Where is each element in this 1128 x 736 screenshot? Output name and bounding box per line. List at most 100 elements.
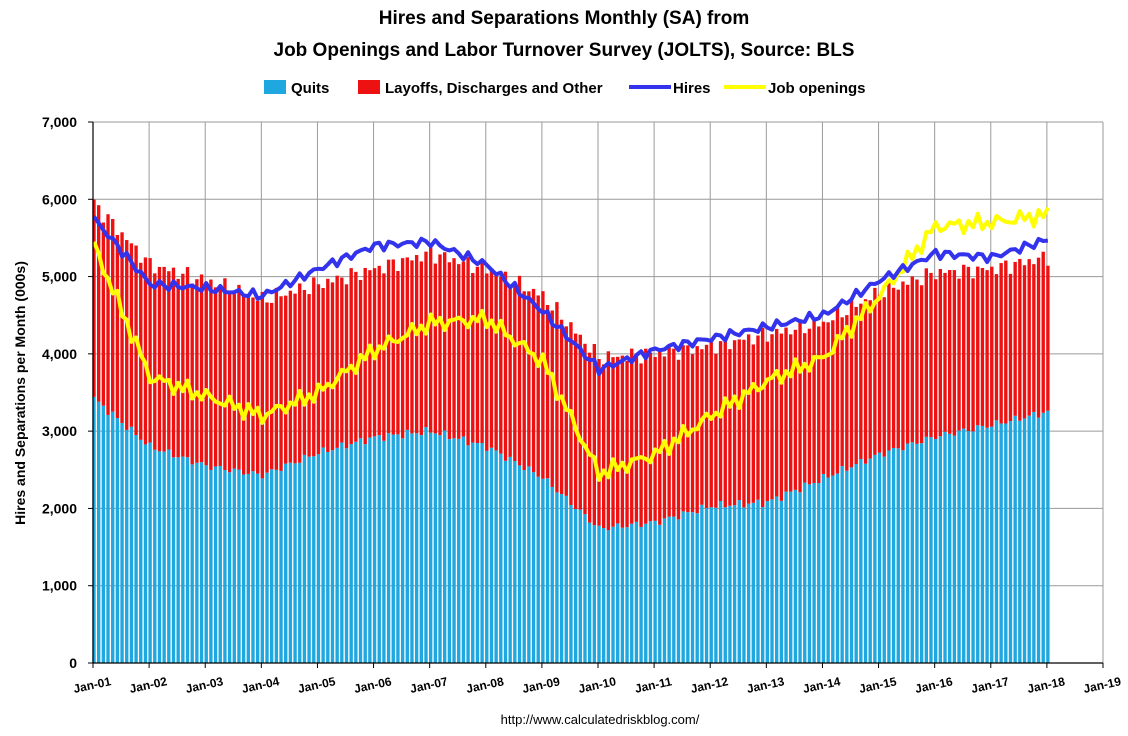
quits-bar <box>994 420 999 663</box>
layoffs-bar <box>410 260 414 434</box>
layoffs-bar <box>541 291 545 479</box>
legend-label-job-openings: Job openings <box>768 80 866 97</box>
quits-bar <box>990 426 994 663</box>
quits-bar <box>433 433 438 663</box>
layoffs-bar <box>770 334 774 500</box>
layoffs-bar <box>919 285 924 444</box>
layoffs-bar <box>424 251 428 428</box>
quits-bar <box>143 444 148 663</box>
layoffs-bar <box>246 294 250 474</box>
quits-bar <box>405 429 409 663</box>
quits-bar <box>157 451 162 663</box>
layoffs-bar <box>405 257 409 430</box>
layoffs-bar <box>803 333 807 483</box>
quits-bar <box>863 463 868 663</box>
layoffs-bar <box>1022 265 1027 419</box>
layoffs-bar <box>237 284 241 470</box>
layoffs-bar <box>227 294 232 473</box>
layoffs-bar <box>976 266 980 426</box>
quits-bar <box>410 433 414 663</box>
layoffs-bar <box>807 328 812 485</box>
layoffs-bar <box>106 214 110 415</box>
quits-bar <box>873 454 877 663</box>
quits-bar <box>255 473 260 663</box>
layoffs-bar <box>966 266 971 432</box>
quits-bar <box>821 473 826 663</box>
quits-bar <box>1013 415 1017 663</box>
quits-bar <box>204 465 208 663</box>
source-url: http://www.calculatedriskblog.com/ <box>501 712 700 727</box>
quits-bar <box>312 456 316 663</box>
layoffs-bar <box>312 277 316 457</box>
layoffs-bar <box>821 321 826 474</box>
quits-bar <box>443 430 447 663</box>
layoffs-bar <box>157 266 162 452</box>
quits-bar <box>326 452 330 663</box>
layoffs-bar <box>396 271 400 435</box>
layoffs-bar <box>639 363 643 527</box>
layoffs-bar <box>845 315 849 471</box>
layoffs-bar <box>419 261 423 436</box>
layoffs-bar <box>840 317 844 467</box>
layoffs-bar <box>620 355 625 528</box>
quits-bar <box>779 500 784 663</box>
layoffs-bar <box>480 260 484 444</box>
quits-bar <box>162 451 166 663</box>
quits-bar <box>218 465 222 663</box>
layoffs-bar <box>181 273 185 457</box>
quits-bar <box>120 422 124 663</box>
quits-bar <box>789 491 793 663</box>
quits-bar <box>807 484 812 663</box>
layoffs-bar <box>115 234 120 419</box>
quits-bar <box>517 465 522 663</box>
quits-bar <box>681 511 685 663</box>
layoffs-bar <box>550 310 554 487</box>
quits-bar <box>728 505 732 663</box>
quits-bar <box>723 507 727 663</box>
quits-bar <box>760 507 765 663</box>
layoffs-bar <box>910 276 914 443</box>
layoffs-bar <box>938 269 943 437</box>
y-tick-label: 4,000 <box>42 346 77 362</box>
quits-bar <box>845 470 849 663</box>
quits-bar <box>503 460 508 663</box>
quits-bar <box>746 503 751 663</box>
layoffs-bar <box>527 291 531 467</box>
quits-bar <box>335 447 339 663</box>
layoffs-bar <box>1041 251 1045 413</box>
quits-bar <box>414 433 419 663</box>
layoffs-bar <box>718 341 723 502</box>
layoffs-bar <box>662 356 667 519</box>
quits-bar <box>134 434 138 663</box>
quits-bar <box>382 440 386 663</box>
layoffs-bar <box>190 283 194 465</box>
layoffs-bar <box>499 276 503 454</box>
quits-bar <box>714 507 718 663</box>
quits-bar <box>391 434 395 663</box>
layoffs-bar <box>241 295 246 475</box>
legend-label-layoffs: Layoffs, Discharges and Other <box>385 80 603 97</box>
legend: Quits Layoffs, Discharges and Other Hire… <box>264 80 866 97</box>
quits-bar <box>527 466 531 663</box>
quits-bar <box>896 448 900 663</box>
layoffs-bar <box>513 284 517 462</box>
layoffs-bar <box>251 297 255 472</box>
layoffs-bar <box>686 345 690 513</box>
quits-bar <box>891 447 896 663</box>
layoffs-bar <box>218 286 222 466</box>
quits-bar <box>601 528 606 663</box>
layoffs-bar <box>466 257 470 446</box>
quits-bar <box>859 459 863 663</box>
layoffs-bar <box>994 274 999 421</box>
layoffs-bar <box>447 262 452 440</box>
layoffs-bar <box>648 352 653 522</box>
quits-bar <box>400 438 405 663</box>
quits-bar <box>171 457 176 663</box>
quits-bar <box>817 483 821 663</box>
layoffs-bar <box>901 281 905 451</box>
y-tick-label: 3,000 <box>42 423 77 439</box>
quits-bar <box>260 478 265 663</box>
layoffs-bar <box>658 351 662 525</box>
legend-swatch-layoffs <box>358 80 380 94</box>
